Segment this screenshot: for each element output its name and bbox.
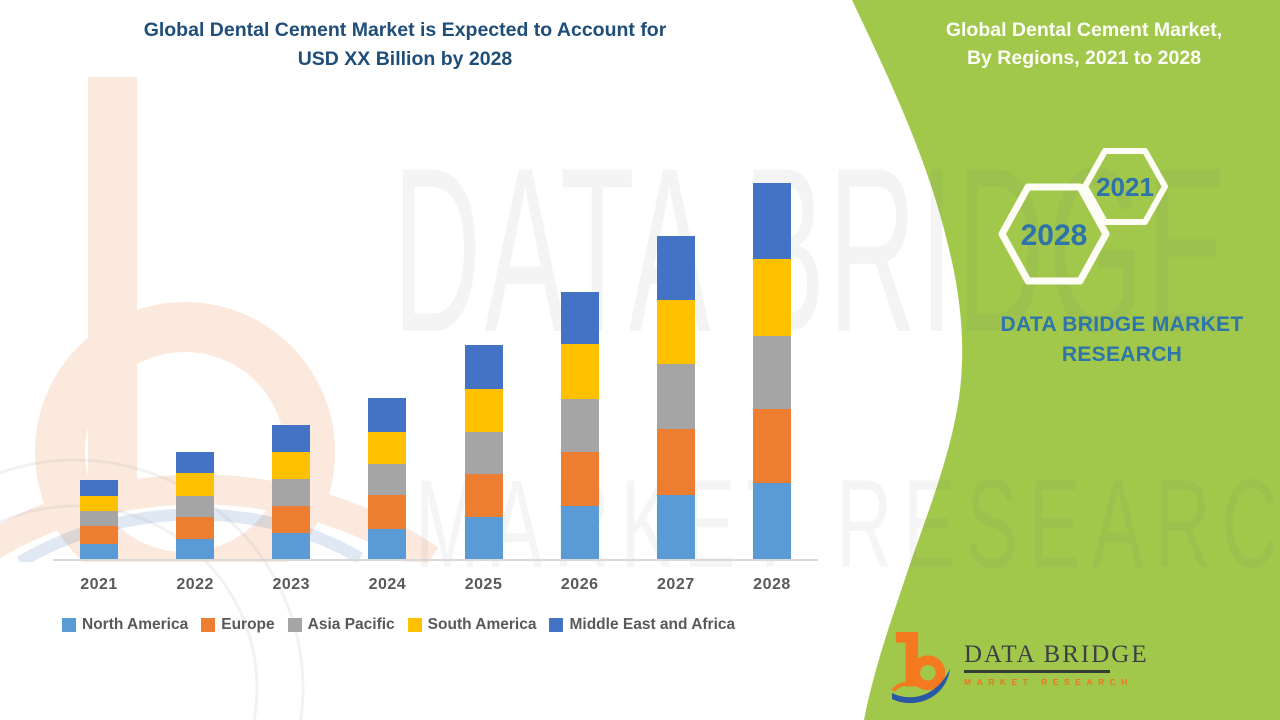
brand-text-line1: DATA BRIDGE MARKET	[1000, 313, 1244, 336]
bar-segment-asia-pacific	[368, 464, 407, 495]
legend-label: Middle East and Africa	[569, 616, 736, 633]
x-axis-label: 2024	[368, 576, 407, 593]
legend-swatch-icon	[549, 618, 564, 632]
chart-title: Global Dental Cement Market is Expected …	[40, 16, 770, 74]
legend-label: Asia Pacific	[307, 616, 395, 633]
bar-segment-north-america	[560, 506, 599, 559]
bar-segment-south-america	[656, 300, 695, 364]
chart-title-line2: USD XX Billion by 2028	[297, 48, 513, 70]
bar-segment-south-america	[176, 473, 215, 496]
bar-segment-north-america	[656, 495, 695, 559]
bar-segment-europe	[80, 526, 118, 544]
bar-segment-middle-east-and-africa	[176, 452, 215, 473]
bar-segment-north-america	[368, 529, 407, 559]
legend-item: Europe	[201, 616, 275, 634]
bar-segment-asia-pacific	[656, 364, 695, 429]
logo-subtitle: MARKET RESEARCH	[964, 676, 1133, 687]
x-axis-label: 2025	[464, 576, 503, 593]
x-axis-line	[53, 559, 818, 561]
panel-heading-line1: Global Dental Cement Market,	[945, 19, 1223, 41]
logo-divider	[964, 670, 1110, 673]
legend-item: South America	[407, 616, 537, 634]
x-axis-label: 2022	[176, 576, 214, 593]
bar-segment-north-america	[80, 544, 118, 559]
databridge-logo: DATA BRIDGE MARKET RESEARCH	[891, 629, 1149, 703]
bar-segment-middle-east-and-africa	[752, 183, 791, 259]
bar-segment-middle-east-and-africa	[464, 345, 503, 389]
bar-segment-europe	[560, 452, 599, 506]
bar-segment-north-america	[752, 483, 791, 559]
bar-segment-south-america	[560, 344, 599, 399]
chart-title-line1: Global Dental Cement Market is Expected …	[143, 19, 667, 41]
bar-segment-europe	[656, 429, 695, 495]
panel-heading-line2: By Regions, 2021 to 2028	[966, 47, 1202, 69]
bar-segment-asia-pacific	[80, 511, 118, 526]
x-axis-label: 2021	[80, 576, 118, 593]
bar-segment-north-america	[272, 533, 311, 559]
bar-segment-europe	[368, 495, 407, 529]
bar-segment-asia-pacific	[560, 399, 599, 452]
green-panel-shape	[852, 0, 1280, 720]
bar-segment-asia-pacific	[272, 479, 311, 506]
bar-segment-north-america	[176, 539, 215, 559]
legend-item: North America	[62, 616, 188, 634]
stacked-bar-chart: 2021 2022 2023 2024 2025 2026 2027 2028	[53, 183, 818, 593]
legend-label: Europe	[221, 616, 275, 633]
legend-item: Middle East and Africa	[549, 616, 735, 634]
legend-item: Asia Pacific	[287, 616, 395, 634]
legend-label: North America	[82, 616, 189, 633]
legend-swatch-icon	[201, 618, 216, 632]
x-axis-label: 2027	[657, 576, 695, 593]
x-axis-label: 2028	[753, 576, 791, 593]
bar-segment-asia-pacific	[464, 432, 503, 474]
watermark-b-stem	[88, 77, 137, 509]
bar-segment-middle-east-and-africa	[80, 480, 118, 496]
brand-text: DATA BRIDGE MARKET RESEARCH	[998, 310, 1246, 370]
bar-segment-middle-east-and-africa	[656, 236, 695, 300]
legend-swatch-icon	[407, 618, 422, 632]
legend-swatch-icon	[62, 618, 76, 632]
bar-segment-europe	[272, 506, 311, 533]
legend-label: South America	[427, 616, 537, 633]
bar-segment-south-america	[464, 389, 503, 432]
watermark-ring-inner	[0, 504, 259, 720]
bar-segment-middle-east-and-africa	[560, 292, 599, 344]
bar-segment-middle-east-and-africa	[272, 425, 311, 452]
chart-legend: North America Europe Asia Pacific South Ame…	[62, 616, 832, 634]
bar-segment-asia-pacific	[752, 336, 791, 409]
x-axis-label: 2026	[560, 576, 599, 593]
watermark-ring-outer	[0, 458, 305, 720]
x-axis-label: 2023	[272, 576, 311, 593]
legend-swatch-icon	[287, 618, 302, 632]
bar-segment-south-america	[80, 496, 118, 511]
bar-segment-asia-pacific	[176, 496, 215, 517]
brand-text-line2: RESEARCH	[1061, 343, 1183, 366]
databridge-logo-icon	[891, 632, 951, 703]
bar-segment-europe	[752, 409, 791, 483]
bar-segment-north-america	[464, 517, 503, 559]
bar-segment-europe	[176, 517, 215, 539]
panel-heading: Global Dental Cement Market, By Regions,…	[898, 16, 1270, 72]
bar-segment-south-america	[752, 259, 791, 336]
bar-segment-middle-east-and-africa	[368, 398, 407, 432]
bar-segment-south-america	[368, 432, 407, 464]
bar-segment-europe	[464, 474, 503, 517]
logo-title: DATA BRIDGE	[964, 641, 1149, 668]
bar-segment-south-america	[272, 452, 311, 479]
